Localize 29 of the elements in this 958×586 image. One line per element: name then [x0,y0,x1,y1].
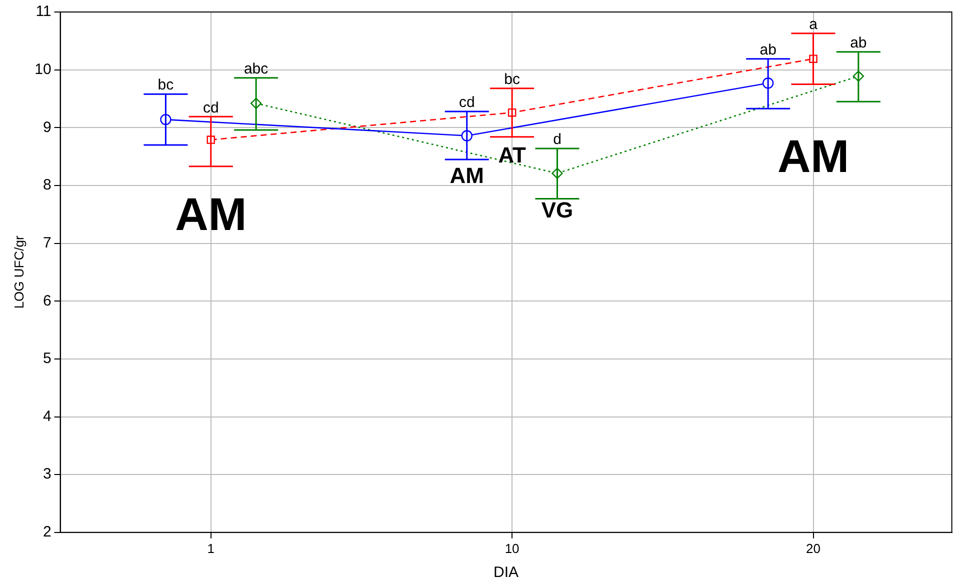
annotation: abc [244,60,269,78]
x-tick-label: 10 [504,540,520,556]
y-tick-label: 7 [42,234,52,252]
annotation: cd [458,94,475,112]
x-axis-title: DIA [494,564,519,582]
y-axis-title: LOG UFC/gr [11,235,26,309]
x-tick-label: 1 [207,540,214,556]
annotation: d [553,131,562,148]
annotation: bc [504,70,520,88]
annotation: AM [175,188,247,240]
y-tick-label: 8 [42,176,52,194]
annotation: bc [158,76,174,94]
y-tick-label: 6 [42,292,52,310]
annotation: ab [850,34,867,52]
y-tick-label: 10 [34,60,52,78]
annotation: AM [777,130,850,182]
annotation: AT [498,142,526,168]
y-tick-label: 11 [36,3,52,20]
annotation: AM [450,162,484,188]
x-tick-label: 20 [806,540,820,556]
y-tick-label: 5 [42,350,52,368]
annotation: ab [760,41,776,58]
annotation: cd [202,99,219,116]
y-tick-label: 9 [42,118,52,136]
annotation: a [809,16,818,34]
y-tick-label: 2 [42,524,52,541]
annotation: VG [541,198,574,223]
y-tick-label: 3 [42,466,52,483]
y-tick-label: 4 [42,408,52,425]
